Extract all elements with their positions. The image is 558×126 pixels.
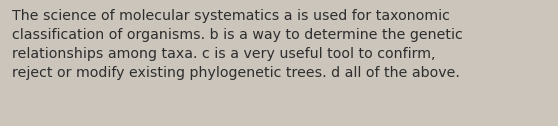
Text: The science of molecular systematics a is used for taxonomic
classification of o: The science of molecular systematics a i… [12, 9, 463, 80]
